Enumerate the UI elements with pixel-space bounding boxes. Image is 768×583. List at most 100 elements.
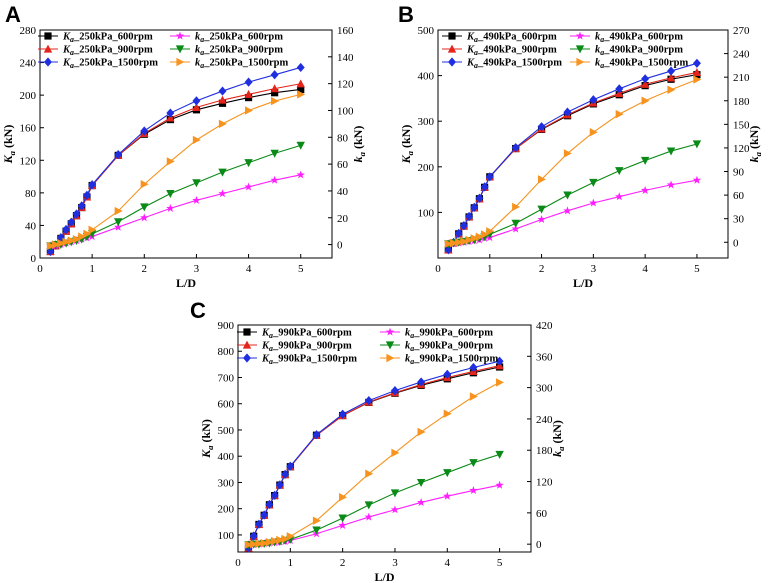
data-point	[88, 180, 97, 190]
data-point	[114, 222, 123, 231]
legend-label: Ka_990kPa_900rpm	[261, 341, 352, 354]
data-point	[469, 362, 478, 373]
data-point	[67, 236, 76, 245]
y-right-tick-label: 270	[733, 25, 750, 37]
legend-marker	[386, 353, 395, 363]
data-point	[417, 427, 426, 437]
data-point	[640, 185, 650, 194]
legend-label: Ka_990kPa_600rpm	[261, 328, 352, 341]
data-point	[192, 179, 201, 188]
y-right-tick-label: 160	[337, 25, 354, 37]
legend-entry: Ka_490kPa_1500rpm	[442, 57, 562, 70]
data-point	[270, 70, 279, 80]
data-point	[270, 149, 279, 158]
y-right-tick-label: 80	[337, 132, 349, 144]
data-point	[364, 512, 373, 521]
legend-marker	[176, 57, 185, 67]
y-left-tick-label: 0	[31, 253, 37, 265]
x-tick-label: 5	[497, 557, 503, 569]
data-point	[475, 193, 484, 203]
y-right-tick-label: 210	[733, 72, 750, 84]
data-point	[265, 499, 274, 510]
y-right-axis-label: ka (kN)	[550, 420, 566, 457]
data-point	[454, 228, 463, 238]
y-left-tick-label: 800	[218, 346, 235, 358]
data-point	[77, 201, 86, 211]
data-point	[72, 235, 81, 244]
data-point	[275, 480, 284, 490]
y-left-tick-label: 300	[218, 477, 235, 489]
panel-C: C 0 1 2 3 4 5 L/D 100 200 300 400 500 600 700 800 900 0 60…	[190, 298, 566, 583]
y-right-tick-label: 0	[536, 539, 542, 551]
data-point	[416, 498, 426, 506]
data-point	[244, 182, 253, 191]
legend-label: ka_490kPa_600rpm	[595, 32, 683, 45]
data-point	[364, 501, 374, 510]
data-point	[218, 119, 227, 129]
data-point	[67, 217, 76, 227]
data-point	[460, 237, 469, 246]
y-right-tick-label: 300	[536, 383, 553, 395]
series-line	[247, 366, 500, 549]
data-point	[511, 143, 520, 153]
data-point	[390, 386, 399, 396]
data-point	[140, 203, 149, 212]
data-point	[537, 215, 546, 224]
series-line	[447, 71, 698, 251]
data-point	[286, 461, 295, 471]
data-point	[469, 486, 478, 494]
data-point	[470, 234, 479, 243]
x-tick-label: 4	[445, 557, 451, 569]
series-line	[248, 484, 500, 546]
legend-entry: Ka_250kPa_1500rpm	[38, 57, 158, 70]
y-right-tick-label: 180	[536, 445, 553, 457]
data-point	[114, 206, 123, 216]
y-left-tick-label: 100	[218, 530, 235, 542]
legend-label: Ka_990kPa_1500rpm	[261, 354, 357, 367]
data-point	[249, 531, 258, 541]
panel-label: C	[190, 298, 206, 323]
data-point	[416, 478, 426, 487]
data-point	[390, 505, 400, 514]
y-left-tick-label: 600	[218, 399, 235, 411]
legend-entry: Ka_490kPa_600rpm	[442, 32, 557, 44]
y-left-tick-label: 200	[20, 90, 37, 102]
data-point	[338, 520, 347, 529]
legend-label: ka_250kPa_600rpm	[195, 32, 283, 45]
data-point	[312, 516, 321, 525]
y-left-tick-label: 80	[25, 188, 37, 200]
y-right-tick-label: 180	[733, 96, 750, 108]
data-point	[390, 489, 400, 498]
y-right-axis-label: ka (kN)	[351, 126, 367, 163]
y-right-axis-label: ka (kN)	[747, 126, 763, 163]
legend-entry: ka_490kPa_600rpm	[570, 32, 683, 45]
data-point	[495, 356, 504, 366]
data-point	[166, 203, 175, 212]
panel-B: B 0 1 2 3 4 5 L/D 100 200 300 400 500 0 30 60 90 120 150 18…	[398, 2, 763, 290]
x-tick-label: 5	[694, 263, 700, 275]
y-right-tick-label: 100	[337, 105, 354, 117]
y-right-tick-label: 60	[733, 190, 745, 202]
x-axis-label: L/D	[374, 570, 394, 583]
data-point	[563, 149, 572, 158]
data-point	[57, 239, 66, 248]
data-point	[271, 89, 279, 97]
legend-marker	[242, 340, 252, 349]
legend-label: Ka_490kPa_900rpm	[466, 45, 557, 58]
legend-marker	[243, 328, 251, 336]
data-point	[312, 430, 321, 440]
data-point	[254, 519, 263, 529]
series-Ka_250kPa_600rpm	[46, 85, 305, 256]
y-left-axis-label: Ka (kN)	[399, 125, 415, 165]
data-point	[338, 514, 347, 523]
y-right-tick-label: 90	[733, 167, 745, 179]
data-point	[52, 240, 61, 249]
legend-label: Ka_490kPa_1500rpm	[466, 58, 562, 71]
data-point	[271, 96, 280, 106]
series-line	[448, 143, 698, 245]
series-Ka_250kPa_900rpm	[46, 79, 305, 256]
legend-marker	[175, 45, 185, 54]
x-tick-label: 4	[642, 263, 648, 275]
data-point	[114, 149, 123, 160]
